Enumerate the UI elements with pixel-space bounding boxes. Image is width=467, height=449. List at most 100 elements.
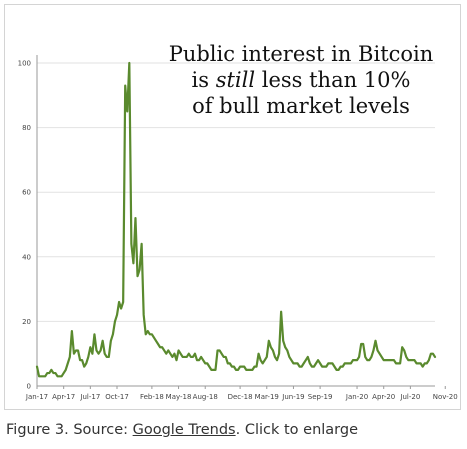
data-point	[73, 353, 75, 355]
data-point	[36, 366, 38, 368]
data-point	[241, 366, 243, 368]
headline-emphasis: still	[215, 68, 256, 92]
data-point	[389, 359, 391, 361]
data-point	[100, 349, 102, 352]
data-point	[208, 366, 210, 368]
data-point	[405, 356, 407, 358]
data-point	[243, 366, 245, 368]
data-point	[81, 359, 83, 361]
headline-line-3: of bull market levels	[192, 94, 410, 118]
data-point	[417, 362, 420, 364]
data-point	[177, 349, 180, 352]
data-point	[182, 356, 184, 358]
data-point	[364, 356, 366, 358]
data-point	[420, 362, 422, 364]
data-point	[239, 366, 241, 368]
data-point	[319, 362, 321, 364]
data-point	[372, 349, 375, 352]
data-point	[413, 359, 416, 361]
data-point	[75, 349, 77, 352]
data-point	[214, 369, 217, 371]
data-point	[430, 353, 432, 355]
data-point	[428, 359, 430, 361]
data-point	[38, 375, 40, 377]
data-point	[223, 356, 225, 358]
data-point	[136, 275, 139, 277]
data-point	[141, 243, 143, 245]
data-point	[262, 362, 264, 364]
data-points	[36, 62, 436, 377]
data-point	[52, 372, 55, 374]
data-point	[249, 369, 251, 371]
data-point	[432, 353, 434, 355]
y-axis: 0 20 40 60 80 100	[18, 55, 38, 391]
data-point	[97, 353, 100, 355]
data-point	[376, 349, 379, 352]
data-point	[288, 356, 290, 358]
data-point	[184, 356, 186, 358]
data-point	[110, 340, 112, 342]
data-point	[210, 369, 212, 371]
x-tick-label: Mar-19	[255, 393, 279, 401]
data-point	[202, 359, 204, 361]
data-point	[395, 362, 397, 364]
data-point	[194, 353, 196, 355]
data-point	[309, 362, 311, 364]
data-point	[106, 356, 108, 358]
data-point	[352, 359, 354, 361]
data-point	[77, 349, 79, 352]
data-point	[290, 359, 292, 361]
x-tick-label: Dec-18	[228, 393, 253, 401]
data-point	[180, 353, 182, 355]
data-point	[233, 366, 235, 368]
data-point	[190, 356, 192, 358]
data-point	[368, 359, 370, 361]
data-point	[350, 362, 352, 364]
data-point	[385, 359, 387, 361]
data-point	[104, 353, 106, 355]
data-point	[292, 362, 295, 364]
data-point	[305, 359, 307, 361]
chart-headline: Public interest in Bitcoin is still less…	[155, 41, 447, 119]
data-point	[255, 366, 258, 368]
figure-caption: Figure 3. Source: Google Trends. Click t…	[6, 422, 358, 438]
data-point	[161, 346, 163, 348]
data-point	[299, 366, 301, 368]
data-point	[426, 362, 428, 364]
data-point	[196, 359, 198, 361]
data-point	[333, 366, 336, 368]
x-tick-label: Jul-17	[79, 393, 100, 401]
data-point	[167, 349, 169, 352]
data-point	[354, 359, 356, 361]
google-trends-link[interactable]: Google Trends	[132, 422, 236, 438]
x-tick-label: Nov-20	[433, 393, 458, 401]
data-point	[411, 359, 414, 361]
data-point	[56, 375, 59, 377]
data-point	[266, 356, 268, 358]
chart-figure[interactable]: 0 20 40 60 80 100 Jan-17 Apr-17 Jul-17 Oct-17 Feb…	[4, 4, 461, 410]
data-point	[198, 359, 200, 361]
data-point	[188, 353, 190, 355]
data-point	[169, 353, 171, 355]
data-point	[122, 301, 124, 303]
x-tick-label: Jan-20	[345, 393, 368, 401]
data-point	[42, 375, 44, 377]
headline-line-1: Public interest in Bitcoin	[168, 42, 434, 66]
x-tick-label: Apr-17	[52, 393, 75, 401]
x-tick-label: Jan-17	[25, 393, 48, 401]
data-point	[85, 362, 87, 364]
data-point	[102, 340, 104, 342]
data-point	[294, 362, 297, 364]
caption-prefix: Figure 3. Source:	[6, 422, 133, 438]
data-point	[321, 366, 323, 368]
data-point	[126, 110, 128, 113]
data-point	[216, 349, 219, 352]
data-point	[379, 353, 381, 355]
data-point	[282, 340, 284, 342]
data-point	[301, 366, 303, 368]
data-point	[383, 359, 385, 361]
data-point	[173, 353, 176, 355]
data-point	[147, 330, 149, 332]
data-point	[409, 359, 411, 361]
data-point	[221, 353, 223, 355]
